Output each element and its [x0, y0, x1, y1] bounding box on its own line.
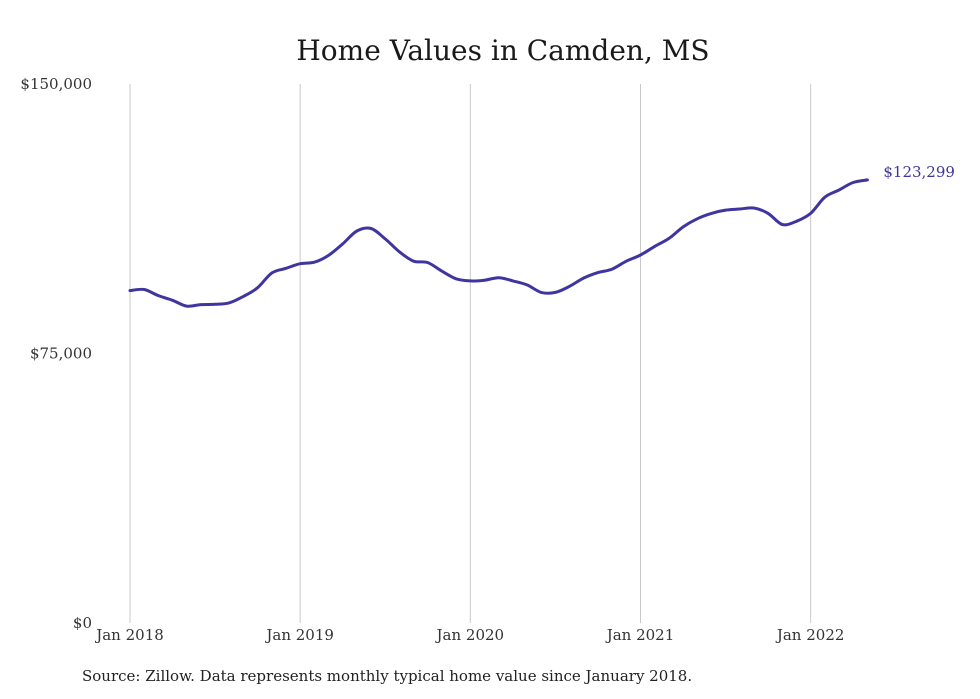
x-tick-label: Jan 2020: [435, 626, 505, 644]
y-tick-label: $75,000: [30, 345, 92, 363]
x-tick-label: Jan 2021: [605, 626, 675, 644]
gridlines: [129, 84, 812, 623]
y-tick-label: $0: [73, 614, 92, 632]
series-line: [128, 178, 869, 308]
x-tick-label: Jan 2018: [94, 626, 164, 644]
chart-title: Home Values in Camden, MS: [296, 34, 709, 67]
y-tick-label: $150,000: [20, 75, 92, 93]
source-note: Source: Zillow. Data represents monthly …: [82, 667, 693, 685]
line-chart: Home Values in Camden, MS $0 $75,000 $150,…: [20, 34, 955, 644]
x-tick-label: Jan 2019: [264, 626, 334, 644]
x-axis: Jan 2018 Jan 2019 Jan 2020 Jan 2021 Jan 2022: [94, 626, 844, 644]
end-value-label: $123,299: [883, 163, 955, 181]
y-axis: $0 $75,000 $150,000: [20, 75, 92, 632]
series-layer: $123,299: [128, 163, 955, 308]
x-tick-label: Jan 2022: [775, 626, 845, 644]
